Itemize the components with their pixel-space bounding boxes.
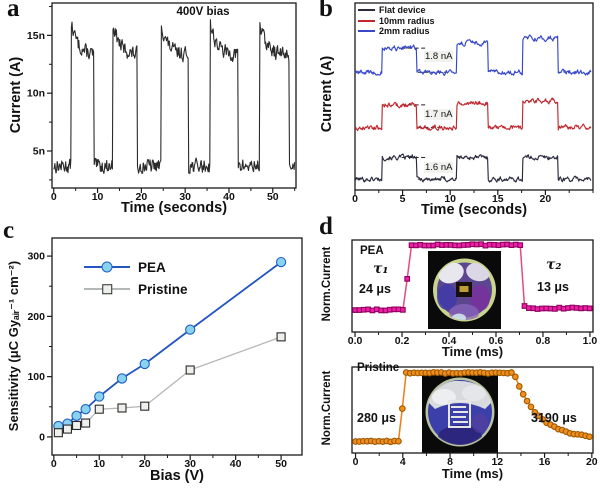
- bias-annotation: 400V bias: [176, 6, 230, 18]
- step-annotation-flat: 1.6 nA: [424, 162, 454, 173]
- panel-a-plot: 0 10 20 30 40 50 5n 10n 15n: [27, 2, 297, 203]
- square-marker-icon: [102, 284, 112, 294]
- interdigitated-electrodes: [448, 400, 471, 428]
- svg-text:40: 40: [230, 458, 242, 470]
- legend-item-pea: PEA: [84, 256, 188, 278]
- panel-b-xlabel: Time (seconds): [420, 202, 528, 218]
- svg-text:20: 20: [540, 193, 552, 205]
- panel-d1-plot: 0.0 0.2 0.4 0.6 0.8 1.0: [348, 239, 598, 347]
- svg-text:0: 0: [51, 458, 57, 470]
- pea-ylabel: Norm.Current: [321, 246, 333, 322]
- pea-xlabel: Time (ms): [441, 344, 504, 359]
- panel-c-legend: PEA Pristine: [84, 256, 188, 300]
- svg-text:0.8: 0.8: [536, 335, 551, 347]
- legend-line-swatch: [358, 9, 375, 12]
- legend-label: 2mm radius: [379, 26, 430, 37]
- pristine-xlabel: Time (ms): [441, 466, 504, 481]
- tau2-label: τ₂: [546, 257, 562, 273]
- panel-a-ylabel: Current (A): [8, 56, 24, 134]
- panel-d-label: d: [319, 213, 333, 240]
- pristine-ylabel: Norm.Current: [321, 370, 333, 446]
- svg-text:0.2: 0.2: [395, 335, 410, 347]
- svg-text:4: 4: [400, 456, 406, 468]
- svg-text:15n: 15n: [27, 30, 45, 42]
- svg-text:5n: 5n: [33, 146, 45, 158]
- svg-text:0.4: 0.4: [442, 335, 457, 347]
- svg-text:1.0: 1.0: [583, 335, 598, 347]
- panel-d2-plot: 0 4 8 12 16 20: [351, 366, 598, 468]
- svg-text:16: 16: [539, 456, 551, 468]
- svg-text:30: 30: [179, 191, 191, 203]
- legend-item-10mm-radius: 10mm radius: [358, 16, 435, 27]
- panel-c-label: c: [3, 217, 15, 244]
- pristine-subpanel-label: Pristine: [357, 362, 400, 374]
- svg-text:20: 20: [586, 456, 598, 468]
- series-markers: [352, 368, 593, 446]
- panel-a-xlabel: Time (seconds): [120, 200, 228, 216]
- tau2-value: 13 μs: [537, 280, 569, 294]
- legend-item-pristine: Pristine: [84, 278, 188, 300]
- panel-b-plot: 0 5 10 15 20: [352, 2, 594, 205]
- svg-text:200: 200: [27, 311, 45, 323]
- panel-c-plot: 0 10 20 30 40 50 0 100 200 300: [27, 237, 303, 470]
- svg-text:50: 50: [275, 458, 287, 470]
- step-annotation-10mm: 1.7 nA: [424, 109, 454, 120]
- svg-text:40: 40: [223, 191, 235, 203]
- svg-text:100: 100: [27, 371, 45, 383]
- series-markers: [53, 332, 286, 438]
- pea-device-photo-inset: [428, 251, 501, 329]
- svg-text:10: 10: [93, 458, 105, 470]
- panel-b-legend: Flat device 10mm radius 2mm radius: [358, 5, 435, 37]
- fall-time-value: 3190 μs: [531, 411, 577, 425]
- pristine-device-photo-inset: [422, 371, 498, 453]
- legend-label: Flat device: [379, 5, 426, 16]
- panel-c-ylabel: Sensitivity (μC Gyₐᵢᵣ⁻¹ cm⁻²): [6, 260, 21, 432]
- svg-text:20: 20: [136, 191, 148, 203]
- rise-time-value: 280 μs: [357, 411, 396, 425]
- svg-text:5: 5: [400, 193, 406, 205]
- svg-text:10: 10: [444, 193, 456, 205]
- panel-b-ylabel: Current (A): [319, 55, 335, 133]
- legend-label: Pristine: [138, 281, 188, 297]
- tau1-label: τ₁: [373, 261, 389, 277]
- svg-text:0.0: 0.0: [348, 335, 363, 347]
- circle-marker-icon: [101, 261, 113, 273]
- legend-line-swatch: [358, 19, 375, 22]
- svg-text:10n: 10n: [27, 88, 45, 100]
- legend-item-flat-device: Flat device: [358, 5, 435, 16]
- legend-item-2mm-radius: 2mm radius: [358, 26, 435, 37]
- svg-text:0: 0: [353, 456, 359, 468]
- pea-subpanel-label: PEA: [360, 245, 384, 257]
- legend-label: PEA: [138, 259, 166, 275]
- svg-text:10: 10: [92, 191, 104, 203]
- tau1-value: 24 μs: [359, 282, 391, 296]
- svg-text:12: 12: [491, 456, 503, 468]
- svg-text:15: 15: [492, 193, 504, 205]
- legend-line-swatch: [84, 261, 130, 273]
- svg-text:50: 50: [267, 191, 279, 203]
- svg-text:0: 0: [51, 191, 57, 203]
- svg-text:20: 20: [139, 458, 151, 470]
- step-annotation-2mm: 1.8 nA: [424, 51, 454, 62]
- legend-label: 10mm radius: [379, 15, 435, 26]
- svg-text:8: 8: [447, 456, 453, 468]
- svg-text:0: 0: [352, 193, 358, 205]
- svg-text:30: 30: [184, 458, 196, 470]
- svg-text:0: 0: [39, 431, 45, 443]
- series-markers: [352, 241, 593, 314]
- panel-c-xlabel: Bias (V): [150, 468, 204, 484]
- legend-line-swatch: [84, 284, 130, 294]
- panel-a-label: a: [7, 0, 20, 22]
- legend-line-swatch: [358, 30, 375, 33]
- svg-text:300: 300: [27, 251, 45, 263]
- svg-text:0.6: 0.6: [489, 335, 504, 347]
- panel-b-label: b: [319, 0, 333, 22]
